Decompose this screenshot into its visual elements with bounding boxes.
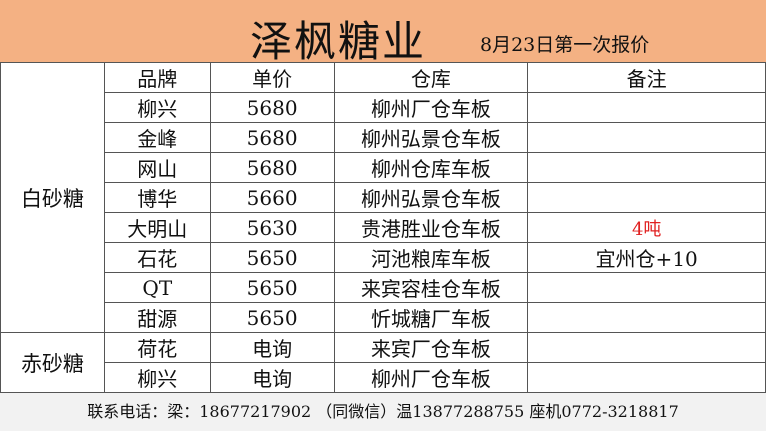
category-cell: 白砂糖: [0, 62, 105, 333]
table-row: 赤砂糖 荷花 电询 来宾厂仓车板: [0, 332, 766, 393]
note-cell: [527, 302, 766, 333]
table-row: QT 5650 来宾容桂仓车板: [1, 272, 766, 303]
note-cell: [527, 272, 766, 303]
warehouse-cell: 柳州弘景仓车板: [333, 122, 529, 153]
brand-cell: 柳兴: [103, 362, 211, 393]
warehouse-cell: 柳州厂仓车板: [333, 362, 529, 393]
table-row: 甜源 5650 忻城糖厂车板: [1, 302, 766, 333]
warehouse-cell: 河池粮库车板: [333, 242, 529, 273]
column-header-note: 备注: [527, 62, 766, 93]
warehouse-cell: 贵港胜业仓车板: [333, 212, 529, 243]
note-cell: [527, 332, 766, 363]
note-cell: [527, 92, 766, 123]
table-row: 柳兴 电询 柳州厂仓车板: [1, 362, 766, 393]
note-cell: 4吨: [527, 212, 766, 243]
note-cell: [527, 182, 766, 213]
header-row: 白砂糖 品牌 单价 仓库 备注: [0, 62, 766, 333]
note-cell: [527, 362, 766, 393]
company-title: 泽枫糖业: [250, 17, 427, 66]
price-cell: 5650: [209, 272, 335, 303]
brand-cell: 网山: [103, 152, 211, 183]
price-cell: 5660: [209, 182, 335, 213]
brand-cell: 柳兴: [103, 92, 211, 123]
table-row: 柳兴 5680 柳州厂仓车板: [1, 92, 766, 123]
category-cell: 赤砂糖: [0, 332, 105, 393]
brand-cell: 金峰: [103, 122, 211, 153]
note-cell: [527, 122, 766, 153]
price-cell: 电询: [209, 362, 335, 393]
warehouse-cell: 来宾容桂仓车板: [333, 272, 529, 303]
price-cell: 5680: [209, 122, 335, 153]
warehouse-cell: 柳州弘景仓车板: [333, 182, 529, 213]
price-cell: 5650: [209, 302, 335, 333]
price-table: 白砂糖 品牌 单价 仓库 备注 柳兴 5680 柳州厂仓车板 金峰 5680 柳州弘景仓车…: [0, 62, 766, 393]
table-row: 博华 5660 柳州弘景仓车板: [1, 182, 766, 213]
contact-footer: 联系电话：梁：18677217902 （同微信）温13877288755 座机0…: [0, 392, 766, 431]
warehouse-cell: 柳州厂仓车板: [333, 92, 529, 123]
warehouse-cell: 来宾厂仓车板: [333, 332, 529, 363]
title-bar: 泽枫糖业 8月23日第一次报价: [0, 0, 766, 66]
price-cell: 5680: [209, 92, 335, 123]
table-row: 石花 5650 河池粮库车板 宜州仓+10: [1, 242, 766, 273]
warehouse-cell: 忻城糖厂车板: [333, 302, 529, 333]
price-cell: 5650: [209, 242, 335, 273]
column-header-brand: 品牌: [103, 62, 211, 93]
brand-cell: 甜源: [103, 302, 211, 333]
brand-cell: 博华: [103, 182, 211, 213]
brand-cell: QT: [103, 272, 211, 303]
price-cell: 5680: [209, 152, 335, 183]
brand-cell: 荷花: [103, 332, 211, 363]
note-cell: 宜州仓+10: [527, 242, 766, 273]
note-cell: [527, 152, 766, 183]
column-header-price: 单价: [209, 62, 335, 93]
column-header-warehouse: 仓库: [333, 62, 529, 93]
quote-date: 8月23日第一次报价: [480, 34, 650, 56]
brand-cell: 石花: [103, 242, 211, 273]
table-row: 金峰 5680 柳州弘景仓车板: [1, 122, 766, 153]
table-row: 大明山 5630 贵港胜业仓车板 4吨: [1, 212, 766, 243]
table-row: 网山 5680 柳州仓库车板: [1, 152, 766, 183]
brand-cell: 大明山: [103, 212, 211, 243]
price-cell: 电询: [209, 332, 335, 363]
warehouse-cell: 柳州仓库车板: [333, 152, 529, 183]
price-cell: 5630: [209, 212, 335, 243]
